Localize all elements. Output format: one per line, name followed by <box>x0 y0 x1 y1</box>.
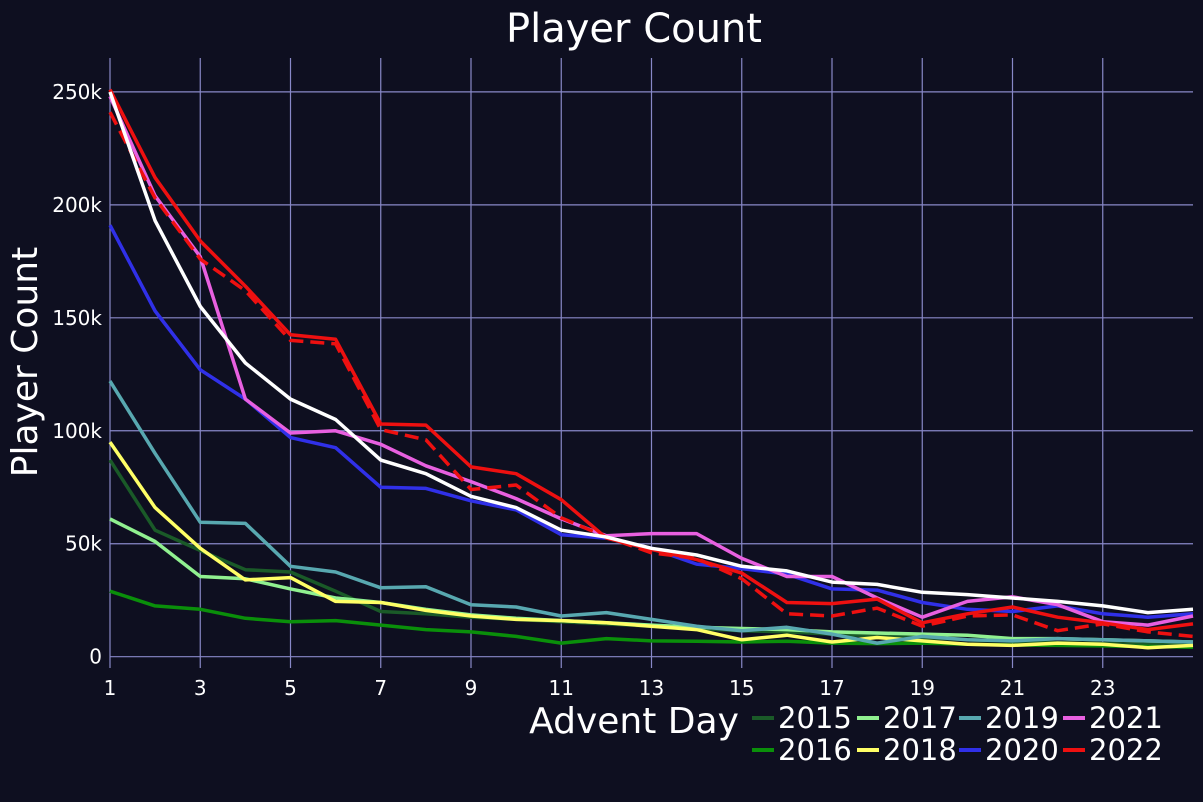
x-tick-label: 15 <box>729 676 754 700</box>
x-tick-label: 3 <box>194 676 207 700</box>
legend-label: 2020 <box>985 733 1059 767</box>
x-axis-title: Advent Day <box>529 701 739 742</box>
x-tick-label: 7 <box>374 676 387 700</box>
series-line-2018 <box>108 441 1194 650</box>
series-line-extra-8-dashed <box>108 111 1194 639</box>
x-tick-label: 21 <box>1000 676 1025 700</box>
legend-label: 2021 <box>1089 701 1163 735</box>
x-tick-label: 19 <box>910 676 935 700</box>
series-line-2019 <box>108 380 1194 645</box>
grid-lines <box>109 58 1193 668</box>
y-axis-title: Player Count <box>5 247 46 477</box>
x-tick-label: 11 <box>549 676 574 700</box>
x-tick-label: 5 <box>284 676 297 700</box>
legend-label: 2016 <box>778 733 852 767</box>
legend-label: 2015 <box>778 701 852 735</box>
legend-label: 2019 <box>985 701 1059 735</box>
legend-label: 2018 <box>883 733 957 767</box>
x-tick-labels: 1 3 5 7 9 11 13 15 17 19 21 23 <box>104 676 1116 700</box>
x-tick-label: 13 <box>639 676 664 700</box>
y-tick-label: 250k <box>52 80 102 104</box>
x-tick-label: 1 <box>104 676 117 700</box>
y-tick-label: 200k <box>52 193 102 217</box>
x-tick-label: 17 <box>819 676 844 700</box>
y-tick-label: 0 <box>89 645 102 669</box>
series-line-extra-9 <box>108 91 1194 615</box>
y-tick-labels: 0 50k 100k 150k 200k 250k <box>52 80 102 669</box>
x-tick-label: 9 <box>465 676 478 700</box>
legend-label: 2017 <box>883 701 957 735</box>
y-tick-label: 100k <box>52 419 102 443</box>
y-tick-label: 50k <box>65 532 102 556</box>
y-tick-label: 150k <box>52 306 102 330</box>
chart-title: Player Count <box>506 6 762 52</box>
legend-label: 2022 <box>1089 733 1163 767</box>
series-lines <box>108 88 1194 650</box>
x-tick-label: 23 <box>1090 676 1115 700</box>
